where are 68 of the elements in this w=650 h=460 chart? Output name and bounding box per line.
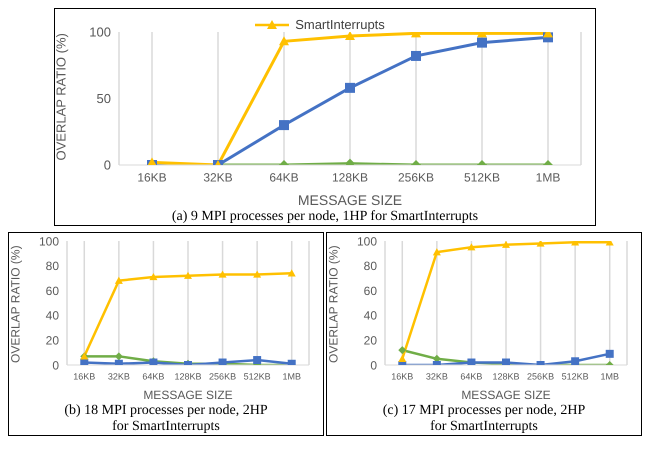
x-tick-label: 16KB: [73, 371, 96, 382]
x-tick-label: 32KB: [203, 170, 233, 185]
text: (b) 18 MPI processes per node, 2HP for SmartInterrupts: [63, 403, 269, 435]
point: [279, 36, 289, 46]
x-tick-label: 64KB: [460, 371, 482, 382]
point: [432, 248, 441, 256]
y-tick-label: 20: [364, 333, 378, 348]
y-tick-label: 60: [46, 284, 60, 298]
y-tick-label: 0: [104, 158, 111, 173]
point: [411, 50, 421, 61]
text: (a) 9 MPI processes per node, 1HP for SmartInterrupts: [170, 209, 480, 225]
legend-label: SmartInterrupts: [294, 17, 385, 32]
y-axis-title: OVERLAP RATIO (%): [8, 245, 22, 363]
point: [467, 243, 476, 250]
y-tick-label: 40: [46, 308, 60, 323]
point: [345, 32, 355, 40]
x-tick-label: 128KB: [174, 371, 202, 382]
y-tick-label: 20: [46, 333, 60, 348]
x-tick-label: 16KB: [391, 371, 414, 382]
y-tick-label: 0: [52, 358, 60, 372]
y-axis-title: OVERLAP RATIO (%): [326, 245, 340, 363]
y-tick-label: 80: [46, 259, 60, 274]
point: [288, 269, 296, 276]
x-axis-title: MESSAGE SIZE: [461, 388, 551, 402]
x-tick-label: 128KB: [332, 170, 368, 185]
x-tick-label: 512KB: [464, 170, 500, 185]
x-tick-label: 512KB: [562, 371, 589, 382]
point: [114, 276, 123, 284]
y-tick-label: 0: [370, 358, 378, 372]
y-tick-label: 80: [364, 259, 378, 274]
x-tick-label: 32KB: [426, 371, 448, 382]
x-tick-label: 32KB: [108, 371, 130, 382]
point: [398, 346, 406, 354]
x-tick-label: 256KB: [398, 170, 434, 185]
point: [218, 270, 227, 278]
x-tick-label: 64KB: [142, 371, 164, 382]
x-tick-label: 64KB: [269, 170, 299, 185]
y-axis-title: OVERLAP RATIO (%): [54, 33, 69, 160]
point: [345, 82, 355, 93]
point: [253, 356, 262, 364]
x-tick-label: 1MB: [600, 371, 619, 382]
point: [502, 241, 510, 248]
x-tick-label: 512KB: [244, 371, 271, 382]
point: [536, 241, 545, 247]
point: [147, 157, 157, 165]
y-tick-label: 40: [364, 308, 378, 323]
y-tick-label: 100: [38, 234, 60, 248]
point: [398, 354, 406, 362]
point: [253, 270, 262, 278]
y-tick-label: 100: [89, 24, 111, 40]
x-axis-title: MESSAGE SIZE: [143, 388, 233, 402]
x-tick-label: 256KB: [209, 371, 236, 382]
x-tick-label: 1MB: [536, 170, 560, 185]
y-tick-label: 60: [364, 284, 378, 298]
x-tick-label: 128KB: [492, 371, 520, 382]
y-tick-label: 100: [356, 234, 378, 248]
point: [571, 357, 580, 365]
point: [149, 272, 158, 280]
y-tick-label: 50: [96, 91, 111, 106]
x-tick-label: 256KB: [527, 371, 554, 382]
text: (c) 17 MPI processes per node, 2HP for SmartInterrupts: [382, 403, 586, 435]
x-axis-title: MESSAGE SIZE: [298, 192, 402, 208]
point: [606, 350, 614, 358]
point: [184, 272, 192, 279]
x-tick-label: 1MB: [282, 371, 301, 382]
point: [477, 38, 487, 48]
point: [114, 352, 123, 360]
x-tick-label: 16KB: [137, 170, 167, 185]
